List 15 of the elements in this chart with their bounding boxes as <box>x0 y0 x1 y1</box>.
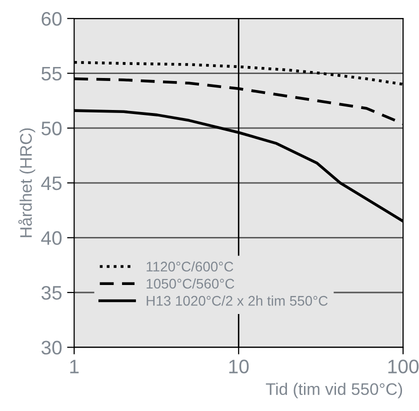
y-tick-label: 30 <box>41 340 62 355</box>
x-tick-label: 10 <box>229 360 249 374</box>
y-tick-label: 55 <box>42 66 62 81</box>
y-tick-label: 35 <box>41 286 62 300</box>
legend-label: H13 1020°C/2 x 2h tim 550°C <box>146 296 328 306</box>
y-tick-label: 60 <box>42 12 62 26</box>
legend-label: 1050°C/560°C <box>146 278 234 289</box>
y-tick-label: 50 <box>42 122 62 136</box>
legend-label: 1120°C/600°C <box>146 261 234 272</box>
x-axis-title: Tid (tim vid 550°C) <box>266 382 402 398</box>
y-tick-label: 40 <box>41 231 62 245</box>
x-tick-label: 1 <box>70 360 79 374</box>
y-axis-title: Hårdhet (HRC) <box>18 128 36 238</box>
x-tick-label: 100 <box>388 360 419 374</box>
y-tick-label: 45 <box>41 176 62 190</box>
